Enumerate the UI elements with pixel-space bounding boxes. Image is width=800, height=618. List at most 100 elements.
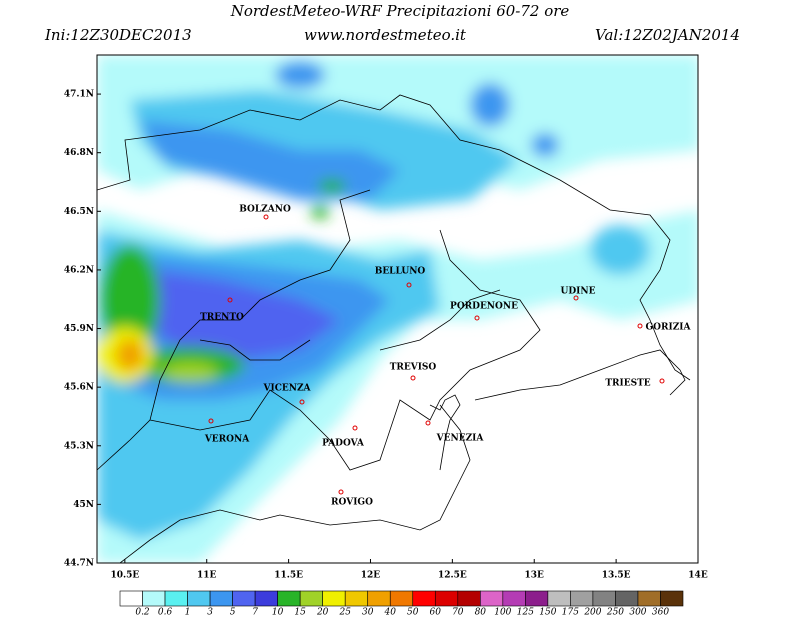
x-tick-label: 12E [361, 571, 381, 581]
colorbar-box [232, 590, 256, 607]
axes: 10.5E 11E 11.5E 12E 12.5E 13E 13.5E 14E 47.1N 46.… [64, 90, 708, 581]
city-label: UDINE [561, 287, 596, 297]
x-tick-label: 13.5E [602, 571, 631, 581]
colorbar-box [389, 590, 414, 607]
colorbar-box [592, 590, 616, 607]
y-tick-label: 45N [73, 500, 94, 510]
title: NordestMeteo-WRF Precipitazioni 60-72 or… [230, 2, 570, 20]
colorbar-label: 300 [629, 608, 646, 618]
colorbar-box [480, 590, 504, 607]
y-tick-label: 45.3N [64, 441, 94, 451]
city-label: VERONA [204, 435, 250, 445]
colorbar-box [322, 590, 346, 607]
y-tick-label: 47.1N [64, 90, 94, 100]
colorbar-label: 100 [494, 608, 511, 618]
colorbar-label: 15 [294, 608, 306, 618]
colorbar-label: 175 [562, 608, 579, 618]
colorbar-box [457, 590, 481, 607]
city-marker [299, 399, 305, 405]
city-label: TRIESTE [605, 379, 650, 389]
cities: BOLZANO TRENTO BELLUNO PORDENONE UDINE GORIZI… [200, 205, 691, 508]
colorbar-label: 1 [185, 608, 191, 618]
colorbar-box [412, 590, 436, 607]
city-label: PADOVA [322, 439, 365, 449]
x-tick-label: 13E [525, 571, 545, 581]
city-label: VENEZIA [436, 434, 485, 444]
x-tick-label: 12.5E [438, 571, 467, 581]
colorbar-box [570, 590, 594, 607]
y-tick-label: 46.8N [64, 148, 94, 158]
y-tick-label: 46.2N [64, 265, 94, 275]
colorbar-box [525, 590, 549, 607]
colorbar-box [547, 590, 571, 607]
colorbar-label: 80 [475, 608, 487, 618]
colorbar-label: 10 [272, 608, 284, 618]
y-tick-label: 46.5N [64, 207, 94, 217]
colorbar-box [164, 590, 188, 607]
colorbar-box [187, 590, 211, 607]
colorbar-box [277, 590, 301, 607]
city-marker [637, 323, 643, 329]
x-tick-label: 10.5E [110, 571, 139, 581]
city-marker [263, 214, 269, 220]
city-marker [573, 295, 579, 301]
city-marker [406, 282, 412, 288]
colorbar-box [299, 590, 323, 607]
colorbar-label: 360 [652, 608, 669, 618]
city-marker [338, 489, 344, 495]
colorbar-box [660, 590, 684, 607]
city-marker [474, 315, 480, 321]
colorbar-box [615, 590, 639, 607]
colorbar-box [119, 590, 143, 607]
colorbar-box [254, 590, 278, 607]
colorbar-box [434, 590, 459, 607]
colorbar-label: 125 [517, 608, 534, 618]
city-label: PORDENONE [450, 302, 518, 312]
colorbar-label: 70 [452, 608, 464, 618]
colorbar-label: 30 [362, 608, 374, 618]
x-tick-label: 11E [197, 571, 217, 581]
city-marker [227, 297, 233, 303]
colorbar-label: 0.6 [158, 608, 173, 618]
colorbar-label: 200 [583, 608, 601, 618]
y-tick-label: 45.9N [64, 324, 94, 334]
colorbar-box [367, 590, 391, 607]
borders [97, 94, 691, 563]
y-tick-label: 44.7N [64, 559, 94, 569]
y-tick-label: 45.6N [64, 383, 94, 393]
city-label: VICENZA [263, 384, 312, 394]
colorbar-label: 150 [539, 608, 556, 618]
colorbar-box [502, 590, 526, 607]
colorbar-box [209, 590, 233, 607]
colorbar-label: 5 [230, 608, 236, 618]
colorbar-label: 60 [430, 608, 442, 618]
website: www.nordestmeteo.it [304, 26, 467, 44]
city-label: TREVISO [390, 363, 437, 373]
x-tick-label: 14E [688, 571, 708, 581]
colorbar: 0.2 0.6 1 3 5 7 10 15 20 25 30 40 50 60 70 80 100 125 150 1… [119, 590, 684, 618]
city-marker [425, 420, 431, 426]
colorbar-label: 25 [338, 608, 351, 618]
colorbar-label: 0.2 [135, 608, 150, 618]
city-label: BOLZANO [239, 205, 291, 215]
valid-time: Val:12Z02JAN2014 [595, 26, 740, 44]
colorbar-box [142, 590, 166, 607]
colorbar-box [344, 590, 369, 607]
map-frame [96, 54, 699, 564]
colorbar-label: 7 [252, 608, 258, 618]
city-label: GORIZIA [646, 323, 692, 333]
city-label: ROVIGO [331, 498, 373, 508]
city-label: TRENTO [200, 313, 244, 323]
city-marker [352, 425, 358, 431]
city-label: BELLUNO [375, 267, 426, 277]
city-marker [659, 378, 665, 384]
colorbar-label: 50 [407, 608, 419, 618]
precipitation-field [97, 55, 698, 563]
colorbar-label: 40 [384, 608, 397, 618]
x-tick-label: 11.5E [274, 571, 303, 581]
colorbar-label: 3 [207, 608, 213, 618]
city-marker [208, 418, 214, 424]
init-time: Ini:12Z30DEC2013 [44, 26, 192, 44]
city-marker [410, 375, 416, 381]
